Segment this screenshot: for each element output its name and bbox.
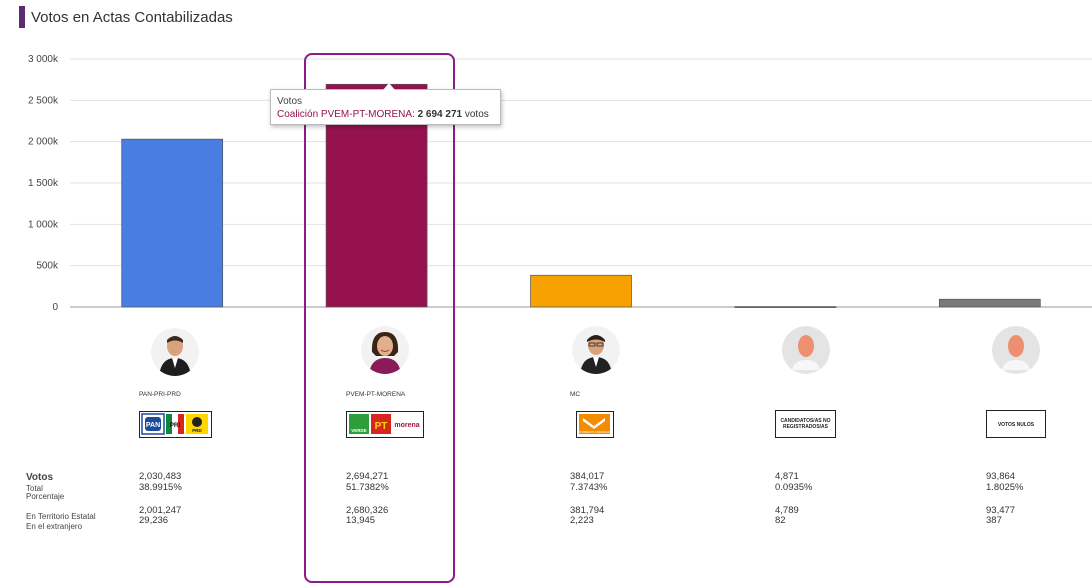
logo-mc: MOVIMIENTO CIUDADANO xyxy=(576,411,614,438)
total-votes: 93,864 xyxy=(986,471,1016,482)
movimiento-ciudadano-icon: MOVIMIENTO CIUDADANO xyxy=(578,414,611,434)
no-registrados-text: CANDIDATOS/AS NO REGISTRADOS/AS xyxy=(780,418,831,430)
tooltip-arrow xyxy=(383,83,395,90)
prd-logo-text: PRD xyxy=(192,428,202,433)
bar-1[interactable] xyxy=(121,138,224,308)
pt-logo-text: PT xyxy=(375,421,388,432)
percentage: 7.3743% xyxy=(570,482,608,493)
votes-extranjero: 387 xyxy=(986,515,1002,526)
logo-votos-nulos: VOTOS NULOS xyxy=(986,410,1046,438)
verde-logo-text: VERDE xyxy=(351,428,367,433)
y-tick-label: 2 000k xyxy=(28,137,59,148)
row-label-estatal: En Territorio Estatal xyxy=(26,512,96,521)
candidate-photo-3[interactable] xyxy=(572,326,620,374)
row-label-extranjero: En el extranjero xyxy=(26,522,83,531)
votes-estatal: 93,477 xyxy=(986,505,1016,516)
tooltip-unit: votos xyxy=(462,109,489,120)
placeholder-avatar-5 xyxy=(992,326,1040,374)
logo-pvem-pt-morena: VERDE PT morena xyxy=(346,411,424,438)
party-logos-icon: PAN PRI PRD xyxy=(141,413,208,435)
percentage: 51.7382% xyxy=(346,482,389,493)
y-tick-label: 1 000k xyxy=(28,219,59,230)
candidate-photo-3-icon xyxy=(572,326,620,374)
bar-3[interactable] xyxy=(530,274,632,308)
y-tick-label: 500k xyxy=(36,261,59,272)
candidate-label: MC xyxy=(570,391,581,398)
total-votes: 2,030,483 xyxy=(139,471,182,482)
pan-logo-text: PAN xyxy=(146,422,160,429)
y-tick-label: 1 500k xyxy=(28,178,59,189)
row-label-total: Total xyxy=(26,484,43,493)
votes-estatal: 381,794 xyxy=(570,505,605,516)
row-label-votos: Votos xyxy=(26,472,54,483)
bar-chart: 0 500k 1 000k 1 500k 2 000k 2 500k 3 000k xyxy=(28,54,1092,313)
y-tick-label: 2 500k xyxy=(28,95,59,106)
total-votes: 4,871 xyxy=(775,471,799,482)
candidate-photo-1[interactable] xyxy=(151,328,199,376)
total-votes: 2,694,271 xyxy=(346,471,389,482)
mc-logo-text: MOVIMIENTO CIUDADANO xyxy=(578,430,611,434)
candidate-photo-2-icon xyxy=(361,326,409,374)
tooltip-candidate: Coalición PVEM-PT-MORENA xyxy=(277,109,413,120)
logo-no-registrados: CANDIDATOS/AS NO REGISTRADOS/AS xyxy=(775,410,836,438)
percentage: 0.0935% xyxy=(775,482,813,493)
pri-logo-text: PRI xyxy=(170,422,181,429)
candidate-label: PAN-PRI-PRD xyxy=(139,391,181,398)
bar-4[interactable] xyxy=(734,306,837,308)
percentage: 1.8025% xyxy=(986,482,1024,493)
votes-estatal: 4,789 xyxy=(775,505,799,516)
title-accent-bar xyxy=(19,6,25,28)
page-title: Votos en Actas Contabilizadas xyxy=(31,9,233,26)
votes-extranjero: 13,945 xyxy=(346,515,376,526)
tooltip-header: Votos xyxy=(277,96,303,107)
votes-extranjero: 29,236 xyxy=(139,515,169,526)
logo-pan-pri-prd: PAN PRI PRD xyxy=(139,411,212,438)
candidate-photo-1-icon xyxy=(151,328,199,376)
votes-estatal: 2,680,326 xyxy=(346,505,389,516)
candidate-label: PVEM-PT-MORENA xyxy=(346,391,406,398)
chart-tooltip: Votos Coalición PVEM-PT-MORENA: 2 694 27… xyxy=(270,89,501,125)
y-tick-label: 3 000k xyxy=(28,54,59,65)
row-label-porcentaje: Porcentaje xyxy=(26,492,65,501)
candidate-photo-2[interactable] xyxy=(361,326,409,374)
percentage: 38.9915% xyxy=(139,482,182,493)
morena-logo-text: morena xyxy=(394,422,419,429)
votes-extranjero: 82 xyxy=(775,515,786,526)
user-placeholder-icon xyxy=(992,326,1040,374)
votes-extranjero: 2,223 xyxy=(570,515,594,526)
tooltip-body: Coalición PVEM-PT-MORENA: 2 694 271 voto… xyxy=(277,109,494,120)
votos-nulos-text: VOTOS NULOS xyxy=(997,422,1035,428)
tooltip-value: 2 694 271 xyxy=(417,109,463,120)
total-votes: 384,017 xyxy=(570,471,605,482)
y-tick-label: 0 xyxy=(52,302,58,313)
votes-estatal: 2,001,247 xyxy=(139,505,182,516)
placeholder-avatar-4 xyxy=(782,326,830,374)
party-logos-icon: VERDE PT morena xyxy=(349,414,420,434)
user-placeholder-icon xyxy=(782,326,830,374)
bar-5[interactable] xyxy=(938,298,1041,308)
tooltip-separator: : xyxy=(412,109,418,120)
